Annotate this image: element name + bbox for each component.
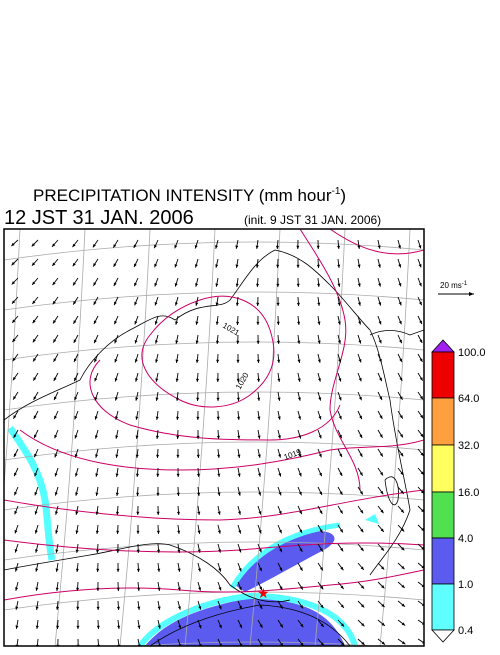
valid-time: 12 JST 31 JAN. 2006: [4, 207, 194, 229]
location-marker: ★: [257, 585, 270, 601]
title: PRECIPITATION INTENSITY (mm hour-1): [33, 186, 346, 205]
colorbar-segment: [432, 538, 454, 584]
init-time: (init. 9 JST 31 JAN. 2006): [244, 213, 381, 227]
colorbar-segment: [432, 492, 454, 538]
colorbar-label: 64.0: [458, 393, 479, 405]
colorbar: [432, 340, 454, 642]
colorbar-segment: [432, 584, 454, 630]
colorbar-label: 1.0: [458, 579, 473, 591]
colorbar-label: 32.0: [458, 440, 479, 452]
colorbar-label: 16.0: [458, 487, 479, 499]
colorbar-label: 0.4: [458, 625, 473, 637]
colorbar-segment: [432, 445, 454, 492]
colorbar-label: 100.0: [458, 347, 486, 359]
colorbar-segment: [432, 352, 454, 398]
colorbar-label: 4.0: [458, 533, 473, 545]
colorbar-segment: [432, 398, 454, 445]
